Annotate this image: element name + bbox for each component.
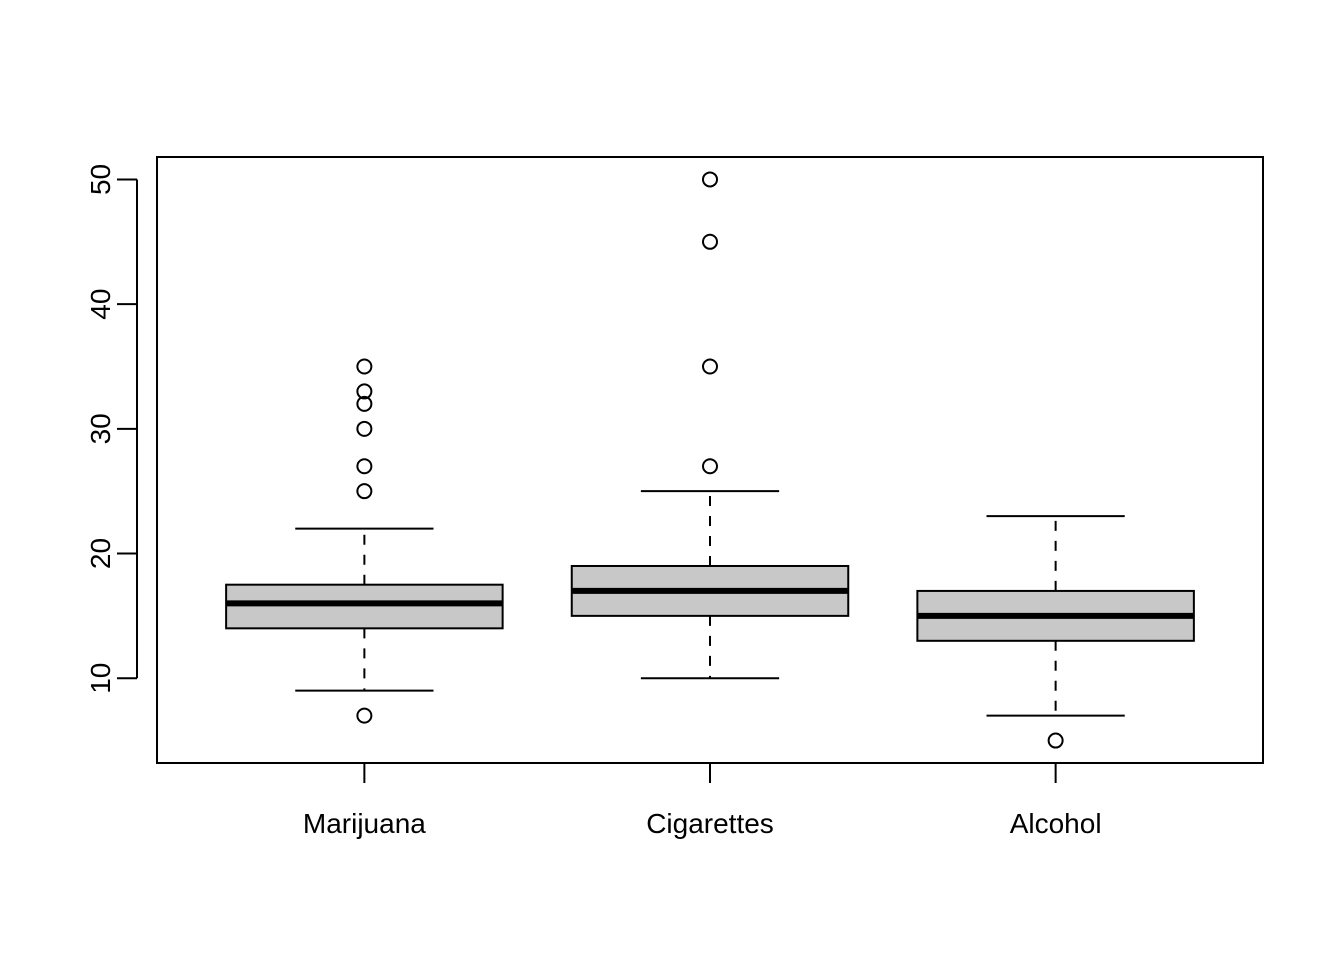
box-marijuana	[225, 358, 504, 724]
outlier-point	[702, 171, 718, 188]
outlier-point	[702, 233, 718, 250]
outlier-point	[702, 458, 718, 475]
iqr-box	[225, 583, 504, 630]
outlier-point	[356, 458, 373, 475]
boxes	[225, 171, 1195, 749]
y-axis: 10 20 30 40 50	[85, 164, 138, 694]
y-tick-label-20: 20	[85, 538, 116, 569]
outlier-point	[356, 483, 373, 500]
y-tick-label-50: 50	[85, 164, 116, 195]
outlier-point	[356, 707, 373, 724]
y-tick-label-30: 30	[85, 413, 116, 444]
outlier-point	[356, 358, 373, 375]
outlier-point	[356, 420, 373, 437]
outlier-point	[1047, 732, 1064, 749]
x-tick-label-marijuana: Marijuana	[303, 808, 426, 839]
x-tick-label-alcohol: Alcohol	[1010, 808, 1102, 839]
y-tick-label-10: 10	[85, 663, 116, 694]
outlier-point	[702, 358, 718, 375]
x-tick-label-cigarettes: Cigarettes	[646, 808, 774, 839]
outlier-point	[356, 395, 373, 412]
outlier-point	[356, 383, 373, 400]
y-tick-label-40: 40	[85, 289, 116, 320]
box-alcohol	[916, 515, 1195, 749]
x-axis: Marijuana Cigarettes Alcohol	[303, 763, 1102, 839]
box-cigarettes	[570, 171, 850, 680]
